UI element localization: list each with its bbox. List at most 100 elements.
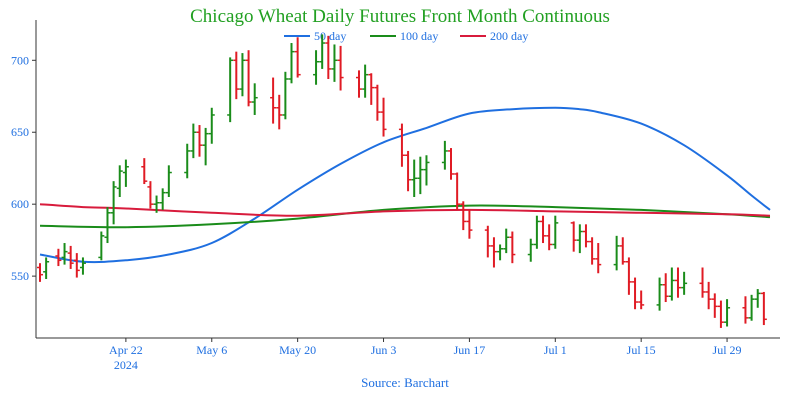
ohlc-bar bbox=[233, 51, 240, 100]
ohlc-bar bbox=[116, 165, 123, 197]
ohlc-bar bbox=[595, 243, 602, 274]
ohlc-bar bbox=[448, 148, 455, 180]
legend: 50 day 100 day 200 day bbox=[284, 29, 528, 43]
ohlc-bar bbox=[705, 281, 712, 310]
ohlc-bar bbox=[380, 97, 387, 137]
ohlc-bar bbox=[245, 50, 252, 107]
legend-label-50-day: 50 day bbox=[314, 29, 346, 43]
x-tick-year-label: 2024 bbox=[114, 358, 138, 372]
x-tick-label: Jul 1 bbox=[544, 343, 567, 357]
y-tick-label: 550 bbox=[11, 269, 29, 283]
ohlc-bar bbox=[760, 291, 767, 326]
x-tick-label: May 6 bbox=[196, 343, 227, 357]
y-axis: 550 600 650 700 bbox=[11, 20, 37, 338]
ohlc-bar bbox=[613, 235, 620, 271]
ma-line-100-day bbox=[39, 204, 771, 229]
ohlc-bar bbox=[251, 83, 258, 115]
ohlc-bar bbox=[632, 277, 639, 310]
ohlc-bar bbox=[55, 248, 62, 267]
ohlc-bar bbox=[411, 159, 418, 197]
ohlc-bar bbox=[589, 237, 596, 265]
ohlc-bar bbox=[153, 195, 160, 213]
x-tick-label: May 20 bbox=[279, 343, 316, 357]
ohlc-bar bbox=[270, 77, 277, 124]
ohlc-bar bbox=[638, 290, 645, 310]
ohlc-bar bbox=[460, 201, 467, 231]
moving-average-lines bbox=[39, 106, 771, 264]
ohlc-bar bbox=[576, 224, 583, 254]
ohlc-bar bbox=[79, 257, 86, 275]
ohlc-bar bbox=[227, 57, 234, 123]
ohlc-bar bbox=[417, 156, 424, 195]
ohlc-bar bbox=[43, 257, 50, 280]
ohlc-bar bbox=[754, 289, 761, 308]
ohlc-bar bbox=[748, 294, 755, 321]
x-tick-label: Jul 29 bbox=[713, 343, 742, 357]
ma-line-200-day bbox=[39, 203, 771, 217]
ohlc-bar bbox=[61, 243, 68, 265]
ohlc-bar bbox=[509, 231, 516, 264]
legend-label-100-day: 100 day bbox=[400, 29, 438, 43]
ohlc-bar bbox=[202, 127, 209, 166]
ohlc-bar bbox=[466, 209, 473, 239]
ohlc-bar bbox=[699, 267, 706, 298]
chart-title: Chicago Wheat Daily Futures Front Month … bbox=[190, 6, 610, 27]
ohlc-bar bbox=[110, 181, 117, 225]
ohlc-bar bbox=[362, 64, 369, 98]
ohlc-bar bbox=[67, 245, 74, 269]
ohlc-bar bbox=[582, 224, 589, 248]
ohlc-bar bbox=[490, 237, 497, 268]
y-tick-label: 700 bbox=[11, 53, 29, 67]
ohlc-bar bbox=[717, 300, 724, 328]
ohlc-bar bbox=[141, 158, 148, 185]
source-label: Source: Barchart bbox=[361, 375, 449, 390]
ohlc-bar bbox=[37, 263, 43, 282]
y-tick-label: 600 bbox=[11, 197, 29, 211]
ohlc-bar bbox=[165, 165, 172, 197]
ohlc-bar bbox=[454, 172, 461, 210]
ohlc-bar bbox=[724, 299, 731, 327]
ohlc-bar bbox=[325, 35, 332, 79]
ohlc-bar bbox=[681, 271, 688, 295]
ohlc-bar bbox=[656, 277, 663, 311]
ohlc-bar bbox=[294, 37, 301, 78]
ohlc-bar bbox=[73, 253, 80, 278]
ohlc-bar bbox=[147, 181, 154, 209]
ohlc-bar bbox=[619, 237, 626, 265]
y-tick-label: 650 bbox=[11, 125, 29, 139]
ohlc-bar bbox=[423, 155, 430, 186]
ohlc-bars bbox=[37, 34, 767, 328]
ohlc-bar bbox=[398, 123, 405, 167]
ohlc-bar bbox=[319, 34, 326, 69]
x-tick-label: Jun 17 bbox=[454, 343, 486, 357]
ohlc-bar bbox=[122, 159, 129, 187]
ohlc-bar bbox=[313, 50, 320, 85]
ohlc-bar bbox=[282, 71, 289, 120]
ohlc-bar bbox=[711, 293, 718, 318]
ohlc-bar bbox=[533, 215, 540, 249]
legend-label-200-day: 200 day bbox=[490, 29, 528, 43]
ohlc-bar bbox=[484, 225, 491, 258]
ohlc-bar bbox=[239, 53, 246, 97]
ohlc-bar bbox=[441, 140, 448, 170]
ohlc-bar bbox=[625, 257, 632, 295]
ohlc-bar bbox=[184, 143, 191, 179]
ohlc-bar bbox=[742, 296, 749, 324]
x-tick-label: Apr 22 bbox=[109, 343, 143, 357]
ohlc-bar bbox=[546, 224, 553, 251]
ohlc-bar bbox=[368, 73, 375, 105]
ohlc-bar bbox=[527, 238, 534, 262]
ma-line-50-day bbox=[39, 106, 771, 264]
ohlc-bar bbox=[196, 125, 203, 157]
ohlc-bar bbox=[190, 123, 197, 159]
x-tick-label: Jun 3 bbox=[371, 343, 397, 357]
ohlc-bar bbox=[668, 267, 675, 301]
ohlc-bar bbox=[159, 188, 166, 210]
ohlc-bar bbox=[405, 150, 412, 192]
ohlc-bar bbox=[674, 267, 681, 298]
ohlc-bar bbox=[337, 45, 344, 91]
ohlc-bar bbox=[331, 44, 338, 82]
ohlc-bar bbox=[98, 231, 105, 261]
